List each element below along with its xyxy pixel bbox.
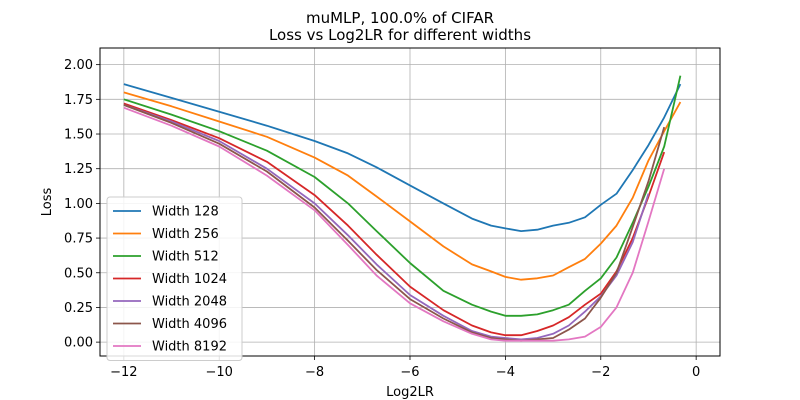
- series-line-width-256: [123, 91, 682, 281]
- legend-box: [106, 196, 243, 361]
- legend-label: Width 2048: [152, 295, 227, 310]
- series-line-width-2048: [123, 104, 650, 341]
- series-line-width-1024: [123, 102, 666, 337]
- y-tick-label: 0.75: [64, 232, 93, 247]
- x-tick-label: −6: [400, 365, 419, 380]
- legend: Width 128 Width 256 Width 512 Width 1024 Wid…: [106, 196, 243, 361]
- x-tick-label: −4: [496, 365, 515, 380]
- x-tick-label: −10: [206, 365, 233, 380]
- y-tick-label: 1.50: [64, 128, 93, 143]
- chart-subtitle: Loss vs Log2LR for different widths: [268, 26, 532, 44]
- y-tick-label: 2.00: [64, 58, 93, 73]
- y-axis-label: Loss: [40, 188, 55, 217]
- series-lines: [123, 75, 682, 342]
- y-tick-label: 0.25: [64, 301, 93, 316]
- legend-label: Width 256: [152, 227, 219, 242]
- legend-label: Width 8192: [152, 340, 227, 355]
- x-axis-label: Log2LR: [386, 385, 434, 400]
- x-tick-label: −2: [591, 365, 610, 380]
- legend-label: Width 128: [152, 205, 219, 220]
- legend-label: Width 4096: [152, 317, 227, 332]
- axis-ticks: −12 −10 −8 −6 −4 −2 0 0.00 0.25 0.50 0.75 1.00 1.25 1…: [64, 58, 700, 380]
- series-line-width-8192: [123, 106, 666, 342]
- series-line-width-128: [123, 83, 682, 233]
- y-tick-label: 1.00: [64, 197, 93, 212]
- x-tick-label: 0: [692, 365, 700, 380]
- y-tick-label: 0.50: [64, 266, 93, 281]
- legend-label: Width 1024: [152, 272, 227, 287]
- series-line-width-512: [123, 75, 682, 317]
- y-tick-label: 1.75: [64, 93, 93, 108]
- chart-title: muMLP, 100.0% of CIFAR: [305, 9, 495, 27]
- y-tick-label: 0.00: [64, 336, 93, 351]
- x-tick-label: −12: [110, 365, 137, 380]
- legend-label: Width 512: [152, 250, 219, 265]
- y-tick-label: 1.25: [64, 162, 93, 177]
- series-line-width-4096: [123, 104, 666, 342]
- x-tick-label: −8: [305, 365, 324, 380]
